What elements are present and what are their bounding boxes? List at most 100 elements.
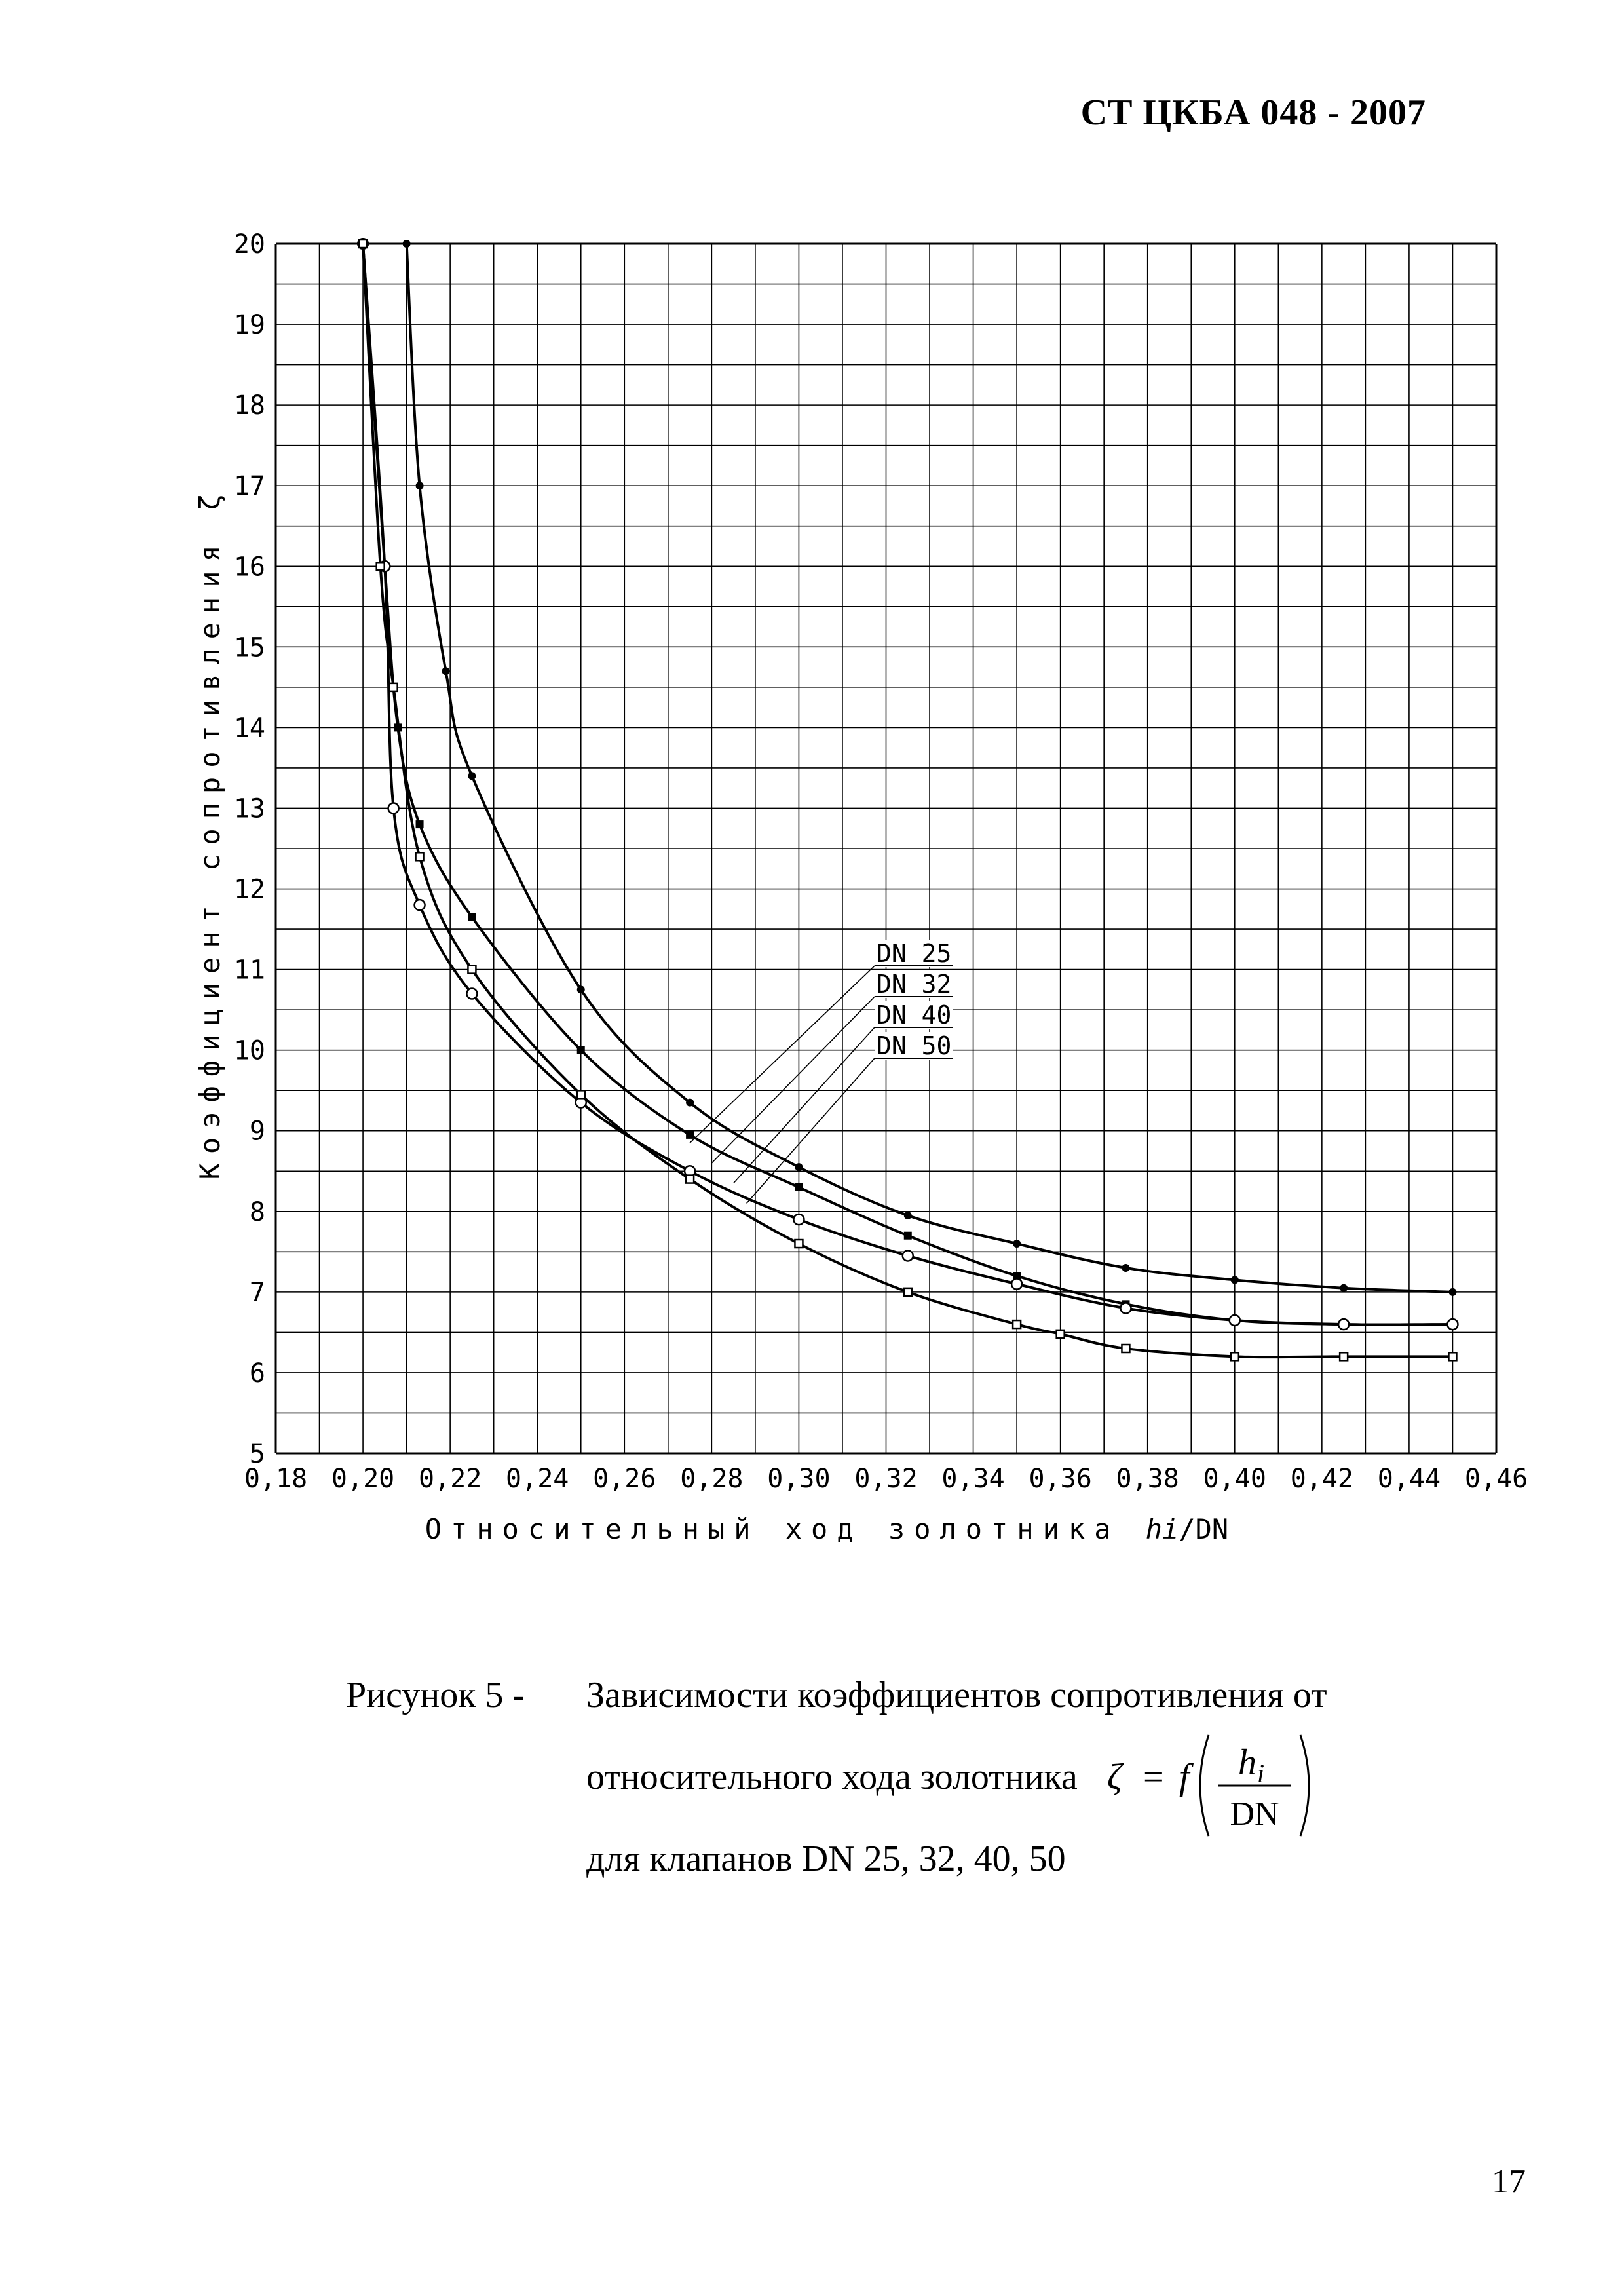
resistance-coefficient-chart: 0,18 0,20 0,22 0,24 0,26 0,28 0,30 0,32 0,34 0,36… [194, 229, 1528, 1545]
legend-item: DN 32 [877, 970, 951, 999]
point-dn50 [576, 1090, 586, 1100]
point-dn40 [1446, 1318, 1459, 1331]
legend-box [875, 940, 953, 967]
y-axis-title: Коэффициент сопротивления ζ [194, 485, 226, 1180]
point-dn50 [1055, 1329, 1065, 1339]
point-dn25 [1340, 1284, 1348, 1292]
point-dn50 [903, 1287, 913, 1297]
point-dn50 [1448, 1352, 1458, 1362]
y-tick-label: 10 [234, 1036, 265, 1066]
x-tick-label: 0,20 [331, 1464, 394, 1494]
x-axis-title: Относительный ход золотника hi/DN [425, 1513, 1228, 1545]
chart-series [362, 243, 1453, 1359]
point-dn40 [1228, 1314, 1241, 1327]
formula-equals: = [1143, 1757, 1164, 1797]
point-dn40 [387, 802, 400, 814]
y-tick-label: 11 [234, 955, 265, 985]
chart-grid [274, 242, 1498, 1455]
point-dn50 [794, 1238, 804, 1249]
point-dn32 [686, 1130, 694, 1139]
point-dn50 [358, 239, 368, 249]
figure-label: Рисунок 5 - [346, 1675, 525, 1715]
series-line-dn40 [362, 243, 1453, 1326]
legend-leader-line [733, 1027, 875, 1184]
caption-line-1: Зависимости коэффициентов сопротивления … [586, 1675, 1327, 1715]
chart-markers [357, 238, 1459, 1362]
y-tick-label: 20 [234, 229, 265, 259]
formula-fraction: h i DN [1199, 1734, 1310, 1837]
formula-denominator: DN [1230, 1795, 1279, 1833]
y-tick-label: 17 [234, 471, 265, 501]
series-line-dn50 [362, 243, 1453, 1359]
point-dn25 [1448, 1288, 1457, 1296]
y-tick-label: 13 [234, 794, 265, 824]
y-tick-label: 12 [234, 875, 265, 905]
legend-leader-line [711, 996, 875, 1164]
point-dn32 [903, 1231, 912, 1240]
series-line-dn25 [405, 243, 1453, 1293]
x-tick-label: 0,22 [419, 1464, 482, 1494]
x-tick-label: 0,30 [767, 1464, 830, 1494]
point-dn25 [442, 667, 450, 676]
x-tick-label: 0,24 [506, 1464, 569, 1494]
point-dn32 [394, 723, 402, 732]
legend-box [875, 1032, 953, 1060]
point-dn50 [685, 1174, 695, 1184]
page-number: 17 [1492, 2163, 1526, 2200]
point-dn25 [903, 1211, 912, 1219]
point-dn32 [576, 1046, 585, 1054]
document-code: СТ ЦКБА 048 - 2007 [1080, 92, 1426, 133]
point-dn25 [402, 240, 411, 248]
point-dn50 [1338, 1352, 1349, 1362]
legend-box [875, 1001, 953, 1029]
series-line-dn32 [362, 243, 1453, 1326]
point-dn25 [795, 1163, 803, 1172]
point-dn50 [388, 682, 398, 693]
x-tick-label: 0,32 [854, 1464, 917, 1494]
point-dn32 [415, 820, 424, 829]
point-dn40 [901, 1250, 915, 1262]
x-tick-label: 0,44 [1378, 1464, 1441, 1494]
chart-tick-labels: 0,18 0,20 0,22 0,24 0,26 0,28 0,30 0,32 0,34 0,36… [234, 229, 1528, 1494]
y-tick-label: 5 [250, 1439, 265, 1469]
point-dn40 [466, 987, 478, 1000]
legend-item: DN 40 [877, 1001, 951, 1029]
y-tick-label: 9 [250, 1117, 265, 1147]
legend-leader-line [689, 965, 875, 1143]
point-dn50 [1230, 1352, 1240, 1362]
x-tick-label: 0,38 [1116, 1464, 1179, 1494]
x-tick-label: 0,36 [1029, 1464, 1091, 1494]
y-tick-label: 19 [234, 310, 265, 340]
point-dn25 [1122, 1263, 1130, 1272]
x-tick-label: 0,28 [680, 1464, 743, 1494]
point-dn25 [1013, 1240, 1021, 1248]
legend-leader-line [746, 1058, 875, 1204]
x-tick-label: 0,18 [244, 1464, 307, 1494]
legend-item: DN 25 [877, 939, 951, 968]
y-tick-label: 16 [234, 552, 265, 582]
y-tick-label: 8 [250, 1197, 265, 1227]
point-dn40 [1010, 1278, 1023, 1290]
formula-numerator: h [1238, 1742, 1256, 1783]
x-tick-label: 0,40 [1203, 1464, 1266, 1494]
point-dn32 [1013, 1272, 1021, 1280]
point-dn32 [468, 913, 476, 921]
point-dn40 [1337, 1318, 1350, 1331]
point-dn40 [413, 898, 426, 911]
caption-line-3: для клапанов DN 25, 32, 40, 50 [586, 1839, 1066, 1879]
x-tick-label: 0,42 [1291, 1464, 1353, 1494]
y-tick-label: 15 [234, 632, 265, 662]
point-dn40 [1120, 1302, 1132, 1314]
point-dn50 [415, 852, 425, 862]
point-dn25 [686, 1098, 694, 1107]
x-tick-label: 0,26 [593, 1464, 656, 1494]
y-tick-label: 18 [234, 391, 265, 421]
point-dn25 [1230, 1276, 1239, 1284]
point-dn25 [415, 482, 424, 490]
point-dn32 [795, 1183, 803, 1191]
formula-subscript: i [1257, 1759, 1264, 1788]
formula-zeta: ζ [1107, 1757, 1122, 1797]
point-dn50 [1011, 1319, 1022, 1330]
x-tick-label: 0,46 [1465, 1464, 1528, 1494]
